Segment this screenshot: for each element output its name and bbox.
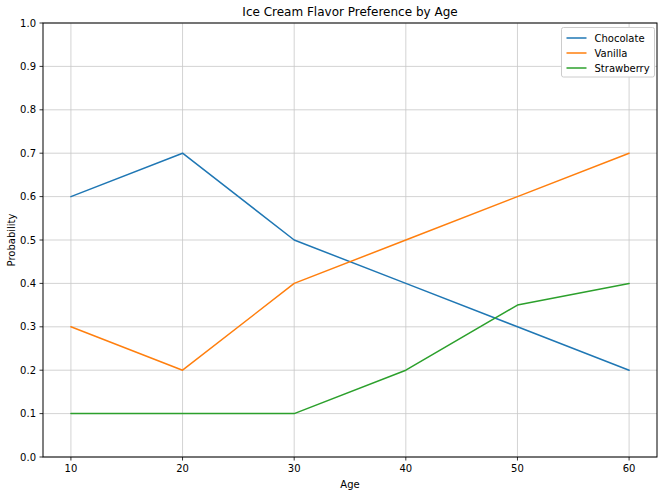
y-tick-label: 0.0 xyxy=(20,452,36,463)
y-tick-label: 0.4 xyxy=(20,278,36,289)
x-axis-label: Age xyxy=(340,479,359,490)
chart-figure: 10 20 30 40 50 60 0.0 0.1 0.2 0.3 0.4 0.5 0.6 0.7 0.8 0… xyxy=(0,0,665,496)
legend-layer: Chocolate Vanilla Strawberry xyxy=(562,28,655,78)
y-tick-label: 0.5 xyxy=(20,235,36,246)
y-tick-label: 0.1 xyxy=(20,408,36,419)
y-tick-label: 0.6 xyxy=(20,191,36,202)
y-tick-label: 0.9 xyxy=(20,61,36,72)
series-line-strawberry xyxy=(71,283,629,413)
legend-label: Chocolate xyxy=(595,33,645,44)
x-tick-label: 10 xyxy=(65,463,78,474)
y-tick-label: 1.0 xyxy=(20,18,36,29)
y-tick-label: 0.3 xyxy=(20,321,36,332)
x-tick-label: 50 xyxy=(511,463,524,474)
tick-layer: 10 20 30 40 50 60 0.0 0.1 0.2 0.3 0.4 0.5 0.6 0.7 0.8 0… xyxy=(20,18,635,474)
x-tick-label: 30 xyxy=(288,463,301,474)
legend-label: Vanilla xyxy=(595,48,628,59)
y-tick-label: 0.7 xyxy=(20,148,36,159)
x-tick-label: 20 xyxy=(176,463,189,474)
chart-title: Ice Cream Flavor Preference by Age xyxy=(242,5,457,19)
x-tick-label: 60 xyxy=(623,463,636,474)
y-axis-label: Probability xyxy=(6,213,17,266)
x-tick-label: 40 xyxy=(399,463,412,474)
plot-svg: 10 20 30 40 50 60 0.0 0.1 0.2 0.3 0.4 0.5 0.6 0.7 0.8 0… xyxy=(0,0,665,496)
y-tick-label: 0.2 xyxy=(20,365,36,376)
legend-label: Strawberry xyxy=(595,63,650,74)
y-tick-label: 0.8 xyxy=(20,104,36,115)
